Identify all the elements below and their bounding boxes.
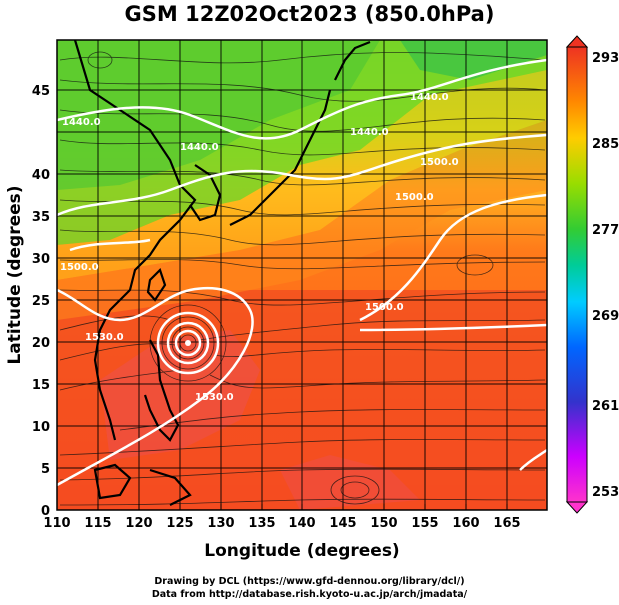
- typhoon-center-marker: [185, 340, 191, 346]
- colorbar-gradient: [566, 46, 588, 503]
- y-tick-label: 15: [32, 378, 50, 393]
- coastlines: [73, 40, 371, 506]
- grid-lines: [57, 40, 547, 510]
- x-tick-label: 140: [288, 516, 315, 531]
- y-tick-label: 25: [32, 294, 50, 309]
- x-tick-label: 135: [248, 516, 275, 531]
- y-tick-label: 10: [32, 420, 50, 435]
- contour-label: 1440.0: [350, 127, 389, 138]
- colorbar-label: 277: [592, 223, 619, 238]
- contour-lines: [57, 58, 547, 487]
- y-tick-label: 5: [41, 462, 50, 477]
- colorbar-label: 253: [592, 485, 619, 500]
- x-tick-label: 130: [207, 516, 234, 531]
- x-tick-label: 120: [125, 516, 152, 531]
- y-tick-label: 40: [32, 168, 50, 183]
- y-tick-label: 30: [32, 252, 50, 267]
- contour-label: 1440.0: [180, 142, 219, 153]
- temperature-field: 1440.0 1440.0 1440.0 1440.0 1500.0 1500.…: [57, 40, 547, 510]
- colorbar: 293 285 277 269 261 253: [565, 35, 619, 514]
- contour-label: 1440.0: [410, 92, 449, 103]
- contour-label: 1500.0: [420, 157, 459, 168]
- x-tick-label: 115: [84, 516, 111, 531]
- x-tick-label: 150: [370, 516, 397, 531]
- credit-drawing: Drawing by DCL (https://www.gfd-dennou.o…: [154, 576, 465, 587]
- contour-label: 1500.0: [60, 262, 99, 273]
- contour-label: 1530.0: [85, 332, 124, 343]
- y-axis-title: Latitude (degrees): [5, 185, 25, 364]
- y-tick-labels: 0 5 10 15 20 25 30 35 40 45: [32, 84, 50, 519]
- y-tick-label: 35: [32, 210, 50, 225]
- x-tick-label: 145: [329, 516, 356, 531]
- credit-data-source: Data from http://database.rish.kyoto-u.a…: [151, 589, 468, 600]
- contour-label: 1500.0: [365, 302, 404, 313]
- y-tick-label: 20: [32, 336, 50, 351]
- colorbar-bottom-arrow: [565, 501, 589, 514]
- colorbar-labels: 293 285 277 269 261 253: [592, 51, 619, 500]
- y-tick-label: 45: [32, 84, 50, 99]
- page-title: GSM 12Z02Oct2023 (850.0hPa): [124, 2, 495, 26]
- contour-label: 1500.0: [395, 192, 434, 203]
- x-tick-label: 165: [493, 516, 520, 531]
- wind-streamlines: [59, 51, 546, 506]
- contour-label: 1440.0: [62, 117, 101, 128]
- x-tick-labels: 110 115 120 125 130 135 140 145 150 155 …: [43, 516, 520, 531]
- colorbar-label: 269: [592, 309, 619, 324]
- colorbar-top-arrow: [565, 35, 589, 48]
- axis-tick-marks: [56, 504, 508, 510]
- x-tick-label: 160: [452, 516, 479, 531]
- x-tick-label: 155: [411, 516, 438, 531]
- colorbar-label: 261: [592, 399, 619, 414]
- x-axis-title: Longitude (degrees): [204, 541, 399, 561]
- contour-labels: 1440.0 1440.0 1440.0 1440.0 1500.0 1500.…: [60, 92, 459, 403]
- contour-label: 1530.0: [195, 392, 234, 403]
- x-tick-label: 110: [43, 516, 70, 531]
- colorbar-label: 293: [592, 51, 619, 66]
- y-tick-label: 0: [41, 504, 50, 519]
- colorbar-label: 285: [592, 137, 619, 152]
- x-tick-label: 125: [166, 516, 193, 531]
